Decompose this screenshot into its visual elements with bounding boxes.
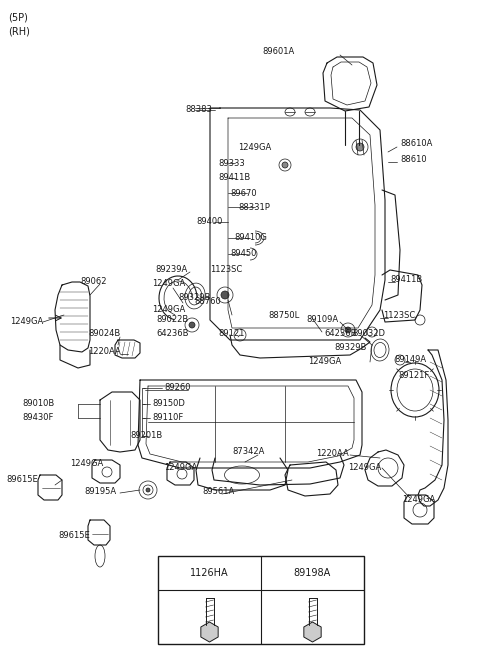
Text: 89411B: 89411B — [218, 173, 250, 182]
Text: 1249GA: 1249GA — [348, 464, 381, 472]
Text: 89149A: 89149A — [394, 356, 426, 365]
Text: 89329B: 89329B — [178, 293, 210, 302]
Text: 89260: 89260 — [164, 384, 191, 392]
Text: (RH): (RH) — [8, 27, 30, 37]
Text: 88610A: 88610A — [400, 140, 432, 148]
Text: 89121: 89121 — [218, 329, 244, 338]
Text: 64236B: 64236B — [156, 329, 189, 338]
Text: 64236B: 64236B — [324, 329, 357, 338]
Text: 89333: 89333 — [218, 159, 245, 167]
Text: 89109A: 89109A — [306, 316, 338, 325]
Text: 89150D: 89150D — [152, 400, 185, 409]
Text: 89022B: 89022B — [156, 316, 188, 325]
Text: 89400: 89400 — [196, 218, 222, 226]
Text: 89601A: 89601A — [263, 47, 295, 56]
Text: 89615E: 89615E — [58, 531, 90, 541]
Text: 1249GA: 1249GA — [402, 495, 435, 504]
Circle shape — [356, 143, 364, 151]
Text: 88383: 88383 — [185, 106, 212, 115]
Text: 89615E: 89615E — [6, 476, 38, 485]
Text: 1249GA: 1249GA — [152, 306, 185, 314]
Text: 1220AA: 1220AA — [316, 449, 349, 457]
Text: 89198A: 89198A — [294, 568, 331, 578]
Text: 1249GA: 1249GA — [70, 459, 103, 468]
Text: 89032D: 89032D — [352, 329, 385, 338]
Text: 89670: 89670 — [230, 188, 257, 197]
Text: (5P): (5P) — [8, 13, 28, 23]
Text: 89561A: 89561A — [202, 487, 234, 497]
Circle shape — [189, 322, 195, 328]
Text: 1123SC: 1123SC — [210, 266, 242, 274]
Text: 89410G: 89410G — [234, 234, 267, 243]
Text: 89121F: 89121F — [398, 371, 429, 380]
Text: 89430F: 89430F — [22, 413, 53, 422]
Text: 1249GA: 1249GA — [308, 358, 341, 367]
Text: 1126HA: 1126HA — [190, 568, 229, 578]
Text: 89411B: 89411B — [390, 276, 422, 285]
Text: 89201B: 89201B — [130, 432, 162, 440]
Text: 89110F: 89110F — [152, 413, 183, 422]
Bar — [158, 556, 364, 644]
Text: 89195A: 89195A — [84, 487, 116, 497]
Text: 89329B: 89329B — [334, 344, 366, 352]
Circle shape — [282, 162, 288, 168]
Text: 88331P: 88331P — [238, 203, 270, 211]
Text: 1249GA: 1249GA — [152, 279, 185, 289]
Text: 89239A: 89239A — [155, 266, 187, 274]
Text: 1249GA: 1249GA — [238, 144, 271, 152]
Text: 88750L: 88750L — [268, 312, 299, 321]
Text: 1220AA: 1220AA — [88, 348, 121, 356]
Text: 89450: 89450 — [230, 249, 256, 258]
Circle shape — [345, 327, 351, 333]
Text: 1123SC: 1123SC — [383, 312, 415, 321]
Circle shape — [146, 488, 150, 492]
Circle shape — [221, 291, 229, 299]
Text: 1249GA: 1249GA — [10, 318, 43, 327]
Text: 88760: 88760 — [194, 298, 221, 306]
Text: 88610: 88610 — [400, 155, 427, 165]
Text: 87342A: 87342A — [232, 447, 264, 457]
Text: 89024B: 89024B — [88, 329, 120, 338]
Text: 1249GA: 1249GA — [164, 464, 197, 472]
Text: 89062: 89062 — [80, 277, 107, 287]
Text: 89010B: 89010B — [22, 400, 54, 409]
